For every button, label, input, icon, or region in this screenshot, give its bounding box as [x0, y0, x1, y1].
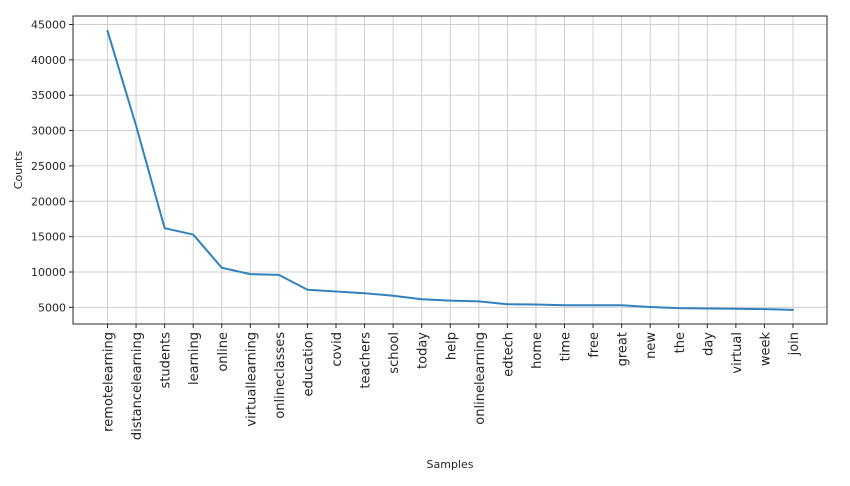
data-point: [106, 29, 110, 33]
x-tick-label: join: [787, 332, 802, 356]
x-tick-label: remotelearning: [102, 332, 117, 432]
x-tick-label: day: [701, 332, 716, 356]
y-tick-label: 45000: [31, 18, 66, 31]
y-tick-label: 5000: [38, 301, 66, 314]
data-point: [220, 266, 224, 270]
x-tick-label: home: [530, 332, 545, 369]
x-tick-label: free: [587, 332, 602, 358]
data-point: [191, 233, 195, 237]
x-axis-ticks: remotelearning distancelearning students le…: [102, 324, 802, 440]
data-point: [534, 303, 538, 307]
x-tick-label: school: [387, 332, 402, 374]
data-point: [163, 226, 167, 230]
data-point: [505, 302, 509, 306]
x-tick-label: teachers: [359, 332, 374, 389]
x-tick-label: onlineclasses: [273, 332, 288, 419]
data-point: [620, 303, 624, 307]
x-tick-label: virtuallearning: [244, 332, 259, 427]
y-gridlines: [73, 23, 827, 308]
x-tick-label: covid: [330, 332, 345, 367]
data-point: [334, 289, 338, 293]
x-tick-label: education: [301, 332, 316, 397]
data-point: [734, 307, 738, 311]
data-point: [648, 305, 652, 309]
data-point: [677, 306, 681, 310]
data-point: [305, 288, 309, 292]
x-tick-label: great: [616, 332, 631, 366]
x-tick-label: distancelearning: [130, 332, 145, 440]
y-tick-label: 30000: [31, 125, 66, 138]
x-tick-label: onlinelearning: [473, 332, 488, 425]
x-tick-label: the: [673, 332, 688, 353]
data-point: [477, 299, 481, 303]
x-tick-label: time: [559, 332, 574, 361]
y-tick-label: 35000: [31, 89, 66, 102]
y-tick-label: 20000: [31, 195, 66, 208]
x-axis-label: Samples: [427, 458, 474, 471]
y-tick-label: 10000: [31, 266, 66, 279]
data-point: [448, 299, 452, 303]
y-tick-label: 25000: [31, 160, 66, 173]
x-tick-label: online: [216, 332, 231, 372]
x-gridlines: [107, 16, 794, 324]
x-tick-label: students: [159, 332, 174, 389]
data-point: [248, 272, 252, 276]
x-tick-label: week: [758, 332, 773, 367]
x-tick-label: today: [416, 332, 431, 369]
series-line: [106, 29, 794, 311]
y-tick-label: 15000: [31, 231, 66, 244]
x-tick-label: help: [444, 332, 459, 360]
y-tick-label: 40000: [31, 54, 66, 67]
y-axis-label: Counts: [12, 151, 25, 190]
data-point: [591, 303, 595, 307]
data-point: [277, 273, 281, 277]
x-tick-label: edtech: [501, 332, 516, 377]
data-point: [563, 303, 567, 307]
data-point: [134, 124, 138, 128]
x-tick-label: virtual: [730, 332, 745, 374]
x-tick-label: new: [644, 332, 659, 359]
y-axis-ticks: 5000 10000 15000 20000 25000 30000 35000 40000 4…: [31, 18, 73, 314]
data-point: [391, 294, 395, 298]
data-point: [705, 306, 709, 310]
data-point: [420, 297, 424, 301]
x-tick-label: learning: [187, 332, 202, 385]
data-point: [791, 308, 795, 312]
data-point: [762, 307, 766, 311]
data-point: [363, 291, 367, 295]
